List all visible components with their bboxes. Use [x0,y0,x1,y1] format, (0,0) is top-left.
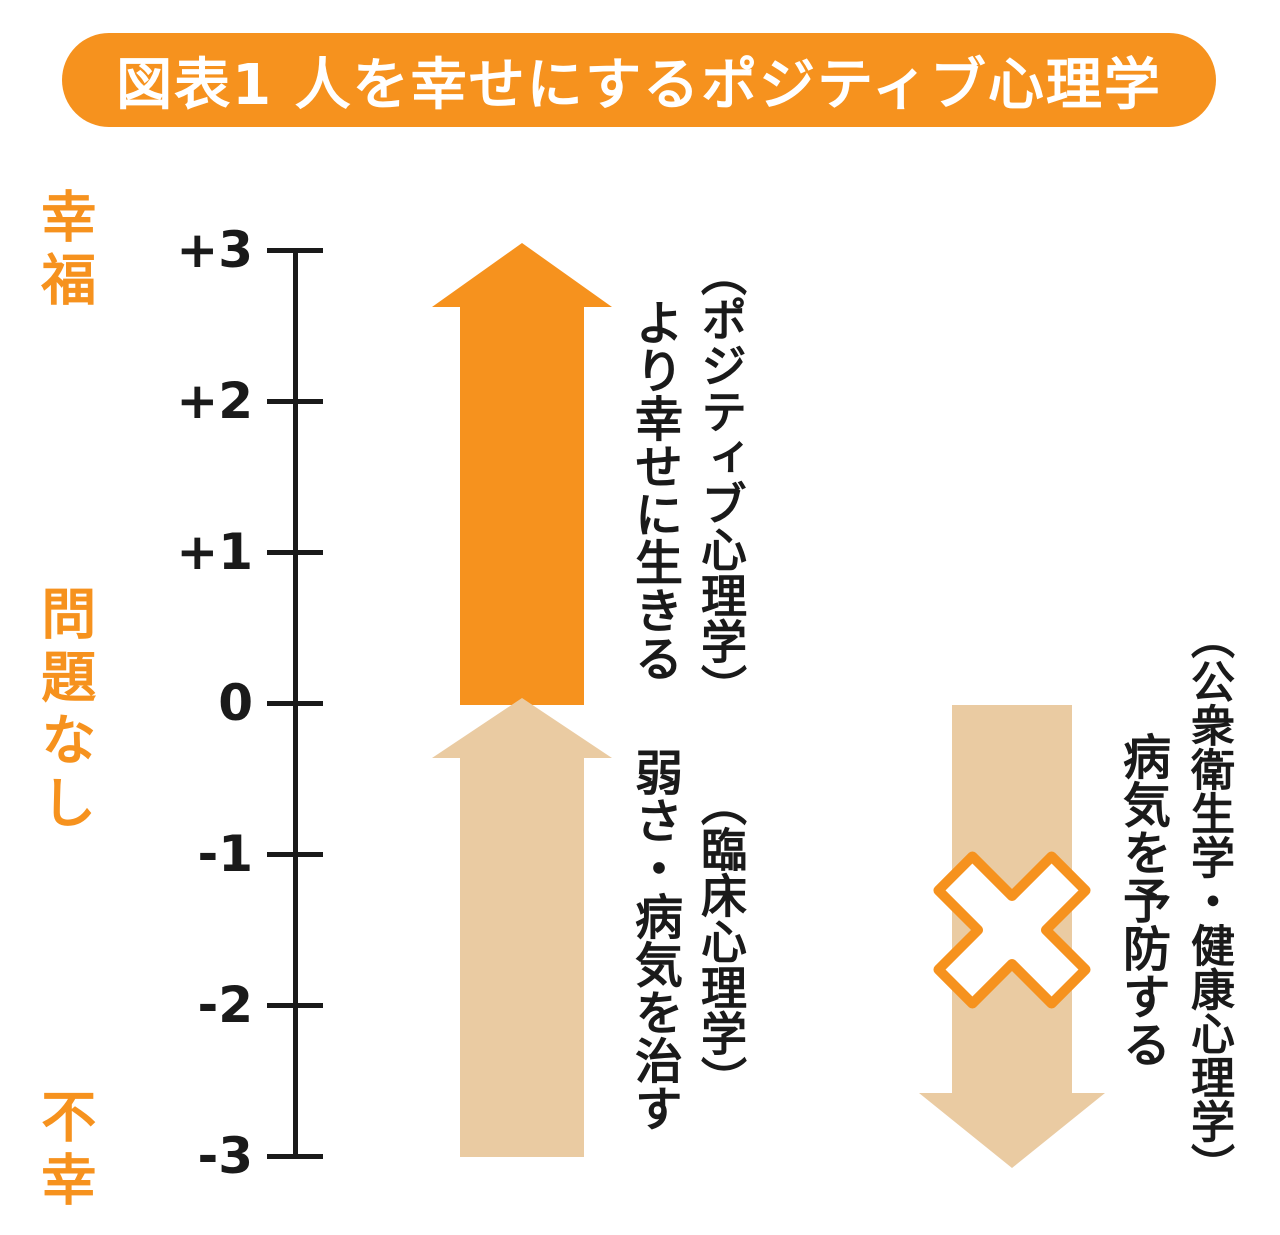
clinical-psychology-name-label: （臨床心理学） [694,780,748,1102]
positive-psychology-name-label: （ポジティブ心理学） [694,250,748,710]
tick-mark-plus1 [267,550,323,555]
tick-mark-minus1 [267,852,323,857]
region-label-unhappiness: 不幸 [31,1088,96,1214]
tick-mark-zero [267,701,323,706]
tick-mark-minus2 [267,1003,323,1008]
public-health-description-label: 病気を予防する [1114,732,1170,1068]
tick-label-minus1: -1 [197,825,253,883]
tick-label-minus2: -2 [197,976,253,1034]
region-label-happiness: 幸福 [31,188,96,314]
region-label-no-problem: 問題なし [31,585,96,837]
positive-psychology-description-label: より幸せに生きる [626,298,682,682]
tick-mark-plus3 [267,248,323,253]
figure-title-banner: 図表1 人を幸せにするポジティブ心理学 [62,33,1216,127]
tick-label-zero: 0 [218,674,253,732]
tick-mark-minus3 [267,1154,323,1159]
tick-label-plus2: +2 [176,372,253,430]
tick-mark-plus2 [267,399,323,404]
positive-psychology-arrow [432,243,612,705]
figure-title: 図表1 人を幸せにするポジティブ心理学 [116,52,1162,118]
clinical-psychology-arrow [432,698,612,1157]
clinical-psychology-description-label: 弱さ・病気を治す [626,748,682,1132]
tick-label-plus1: +1 [176,523,253,581]
tick-label-minus3: -3 [197,1127,253,1185]
x-mark-icon [933,851,1091,1009]
public-health-name-label: （公衆衛生学・健康心理学） [1183,615,1234,1187]
tick-label-plus3: +3 [176,221,253,279]
